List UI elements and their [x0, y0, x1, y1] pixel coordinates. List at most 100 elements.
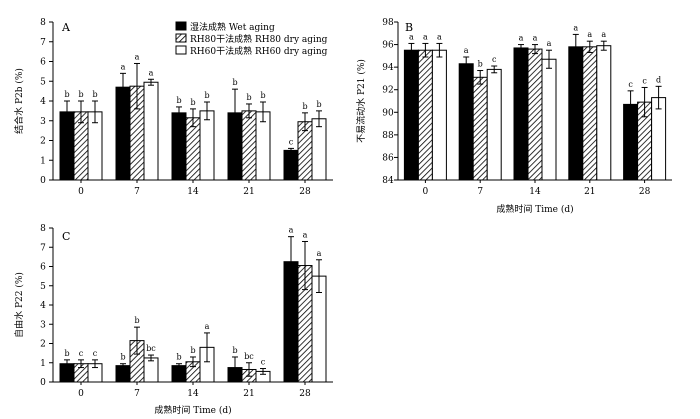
x-tick-label: 0: [423, 187, 429, 197]
bar: [458, 63, 474, 181]
significance-letter: b: [232, 78, 237, 87]
y-tick-label: 7: [40, 38, 46, 48]
y-tick-label: 92: [382, 86, 393, 96]
y-tick-label: 8: [40, 224, 46, 234]
panel-letter: C: [62, 230, 70, 243]
significance-letter: a: [601, 30, 606, 39]
x-tick-label: 7: [134, 389, 140, 399]
legend-swatch: [175, 33, 187, 43]
bar: [582, 46, 598, 181]
significance-letter: a: [533, 34, 538, 43]
significance-letter: b: [176, 353, 181, 362]
significance-letter: b: [204, 91, 209, 100]
x-axis-label: 成熟时间 Time (d): [496, 203, 573, 215]
significance-letter: b: [316, 100, 321, 109]
y-tick-label: 0: [40, 176, 46, 186]
significance-letter: b: [64, 90, 69, 99]
significance-letter: b: [190, 98, 195, 107]
significance-letter: a: [121, 62, 126, 71]
significance-letter: c: [492, 55, 497, 64]
legend-label: RH80干法成熟 RH80 dry aging: [190, 33, 328, 45]
y-tick-label: 0: [40, 378, 46, 388]
x-tick-label: 21: [243, 389, 254, 399]
x-tick-label: 7: [134, 187, 140, 197]
bar: [596, 45, 612, 181]
bar: [171, 112, 187, 181]
significance-letter: bc: [244, 352, 254, 361]
significance-letter: b: [64, 349, 69, 358]
bar: [283, 149, 299, 181]
significance-letter: a: [519, 34, 524, 43]
bar: [486, 68, 502, 181]
y-tick-label: 84: [382, 176, 394, 186]
legend-label: 湿法成熟 Wet aging: [190, 21, 275, 33]
y-tick-label: 4: [40, 301, 46, 311]
significance-letter: c: [79, 349, 84, 358]
y-tick-label: 3: [40, 320, 46, 330]
legend-swatch: [175, 21, 187, 31]
y-tick-label: 7: [40, 243, 46, 253]
significance-letter: a: [409, 32, 414, 41]
significance-letter: c: [642, 76, 647, 85]
bar: [115, 365, 131, 383]
y-tick-label: 5: [40, 282, 46, 292]
y-tick-label: 96: [382, 41, 394, 51]
significance-letter: c: [289, 137, 294, 146]
y-tick-label: 1: [40, 156, 46, 166]
significance-letter: a: [205, 322, 210, 331]
x-tick-label: 0: [78, 187, 84, 197]
bar: [241, 110, 257, 181]
legend-label: RH60干法成熟 RH60 dry aging: [190, 45, 328, 57]
significance-letter: b: [134, 316, 139, 325]
y-axis-label: 自由水 P22 (%): [13, 272, 25, 338]
significance-letter: a: [423, 32, 428, 41]
y-tick-label: 6: [40, 263, 46, 273]
bar: [541, 58, 557, 181]
panel-letter: A: [61, 21, 71, 34]
bar: [403, 49, 419, 181]
y-tick-label: 8: [40, 18, 46, 28]
significance-letter: a: [303, 230, 308, 239]
significance-letter: a: [135, 52, 140, 61]
significance-letter: b: [120, 353, 125, 362]
panel-B: B 84 86 88 90 92 94 96 98 不易流动水 P21 (%) 成熟时间 Time …: [355, 18, 672, 215]
x-tick-label: 28: [639, 187, 651, 197]
bar: [472, 76, 488, 181]
bar: [171, 365, 187, 383]
significance-letter: a: [437, 32, 442, 41]
significance-letter: a: [317, 249, 322, 258]
significance-letter: bc: [146, 344, 156, 353]
x-tick-label: 0: [78, 389, 84, 399]
significance-letter: a: [149, 68, 154, 77]
significance-letter: b: [78, 90, 83, 99]
bar: [513, 47, 529, 181]
bar: [143, 81, 159, 181]
significance-letter: b: [232, 346, 237, 355]
bar: [568, 46, 584, 181]
x-tick-label: 21: [243, 187, 254, 197]
significance-letter: b: [92, 90, 97, 99]
x-tick-label: 7: [477, 187, 483, 197]
y-tick-label: 2: [40, 137, 46, 147]
y-axis-label: 结合水 P2b (%): [13, 68, 25, 134]
x-tick-label: 14: [529, 187, 541, 197]
x-tick-label: 28: [299, 187, 311, 197]
y-tick-label: 6: [40, 58, 46, 68]
x-tick-label: 28: [299, 389, 311, 399]
significance-letter: a: [573, 23, 578, 32]
significance-letter: b: [190, 346, 195, 355]
x-tick-label: 14: [187, 389, 199, 399]
y-tick-label: 98: [382, 18, 394, 28]
y-tick-label: 1: [40, 359, 46, 369]
significance-letter: b: [246, 93, 251, 102]
significance-letter: a: [464, 46, 469, 55]
significance-letter: a: [587, 30, 592, 39]
x-tick-label: 14: [187, 187, 199, 197]
bar: [143, 357, 159, 383]
y-tick-label: 2: [40, 340, 46, 350]
